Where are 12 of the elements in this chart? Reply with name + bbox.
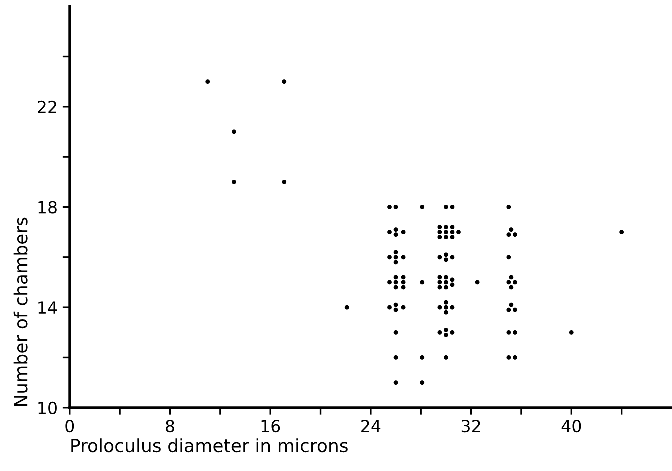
- x-tick-label: 16: [262, 420, 280, 433]
- x-tick-label: 8: [166, 420, 174, 433]
- x-tick-label: 40: [562, 420, 582, 433]
- y-tick-label: 18: [38, 201, 57, 214]
- y-tick-label: 14: [38, 302, 58, 314]
- x-axis-title: Proloculus diameter in microns: [72, 438, 348, 453]
- y-axis-title: Number of chambers: [14, 218, 28, 406]
- y-tick-label: 10: [38, 402, 57, 414]
- x-tick-label: 0: [66, 420, 74, 433]
- y-tick-label: 22: [38, 100, 56, 114]
- x-tick-label: 24: [362, 420, 381, 432]
- x-tick-label: 32: [462, 420, 480, 433]
